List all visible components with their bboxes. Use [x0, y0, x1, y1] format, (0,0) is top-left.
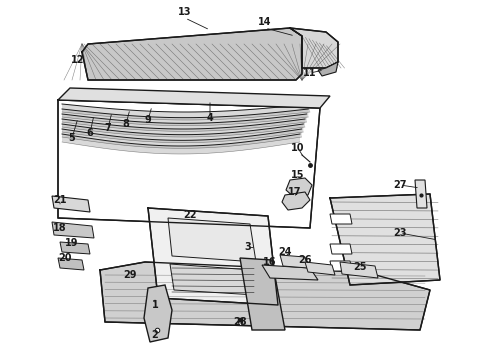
Polygon shape: [282, 192, 310, 210]
Polygon shape: [148, 208, 278, 305]
Polygon shape: [318, 62, 338, 76]
Text: 14: 14: [258, 17, 272, 27]
Polygon shape: [286, 178, 312, 198]
Text: 8: 8: [122, 119, 129, 129]
Text: 13: 13: [178, 7, 192, 17]
Polygon shape: [170, 264, 256, 295]
Polygon shape: [240, 258, 285, 330]
Text: 2: 2: [151, 330, 158, 340]
Text: 3: 3: [245, 242, 251, 252]
Text: 29: 29: [123, 270, 137, 280]
Text: 7: 7: [105, 123, 111, 133]
Polygon shape: [144, 285, 172, 342]
Text: 18: 18: [53, 223, 67, 233]
Polygon shape: [340, 262, 378, 278]
Polygon shape: [330, 194, 440, 285]
Text: 23: 23: [393, 228, 407, 238]
Polygon shape: [280, 255, 308, 268]
Polygon shape: [330, 214, 352, 224]
Polygon shape: [100, 262, 430, 330]
Text: 11: 11: [303, 68, 317, 78]
Text: 27: 27: [393, 180, 407, 190]
Text: 20: 20: [58, 253, 72, 263]
Text: 22: 22: [183, 210, 197, 220]
Polygon shape: [305, 262, 335, 275]
Text: 9: 9: [145, 115, 151, 125]
Text: 25: 25: [353, 262, 367, 272]
Polygon shape: [290, 28, 338, 68]
Text: 5: 5: [69, 133, 75, 143]
Text: 16: 16: [263, 257, 277, 267]
Text: 12: 12: [71, 55, 85, 65]
Text: 17: 17: [288, 187, 302, 197]
Text: 28: 28: [233, 317, 247, 327]
Text: 1: 1: [151, 300, 158, 310]
Polygon shape: [330, 244, 352, 254]
Polygon shape: [262, 265, 318, 280]
Polygon shape: [52, 222, 94, 238]
Polygon shape: [52, 196, 90, 212]
Text: 6: 6: [87, 128, 94, 138]
Polygon shape: [58, 100, 320, 228]
Text: 15: 15: [291, 170, 305, 180]
Text: 10: 10: [291, 143, 305, 153]
Text: 19: 19: [65, 238, 79, 248]
Polygon shape: [82, 28, 302, 80]
Polygon shape: [60, 242, 90, 254]
Text: 21: 21: [53, 195, 67, 205]
Text: 26: 26: [298, 255, 312, 265]
Polygon shape: [58, 258, 84, 270]
Polygon shape: [415, 180, 427, 208]
Polygon shape: [58, 88, 330, 108]
Text: 24: 24: [278, 247, 292, 257]
Polygon shape: [168, 218, 256, 262]
Text: 4: 4: [207, 113, 213, 123]
Polygon shape: [330, 261, 352, 271]
